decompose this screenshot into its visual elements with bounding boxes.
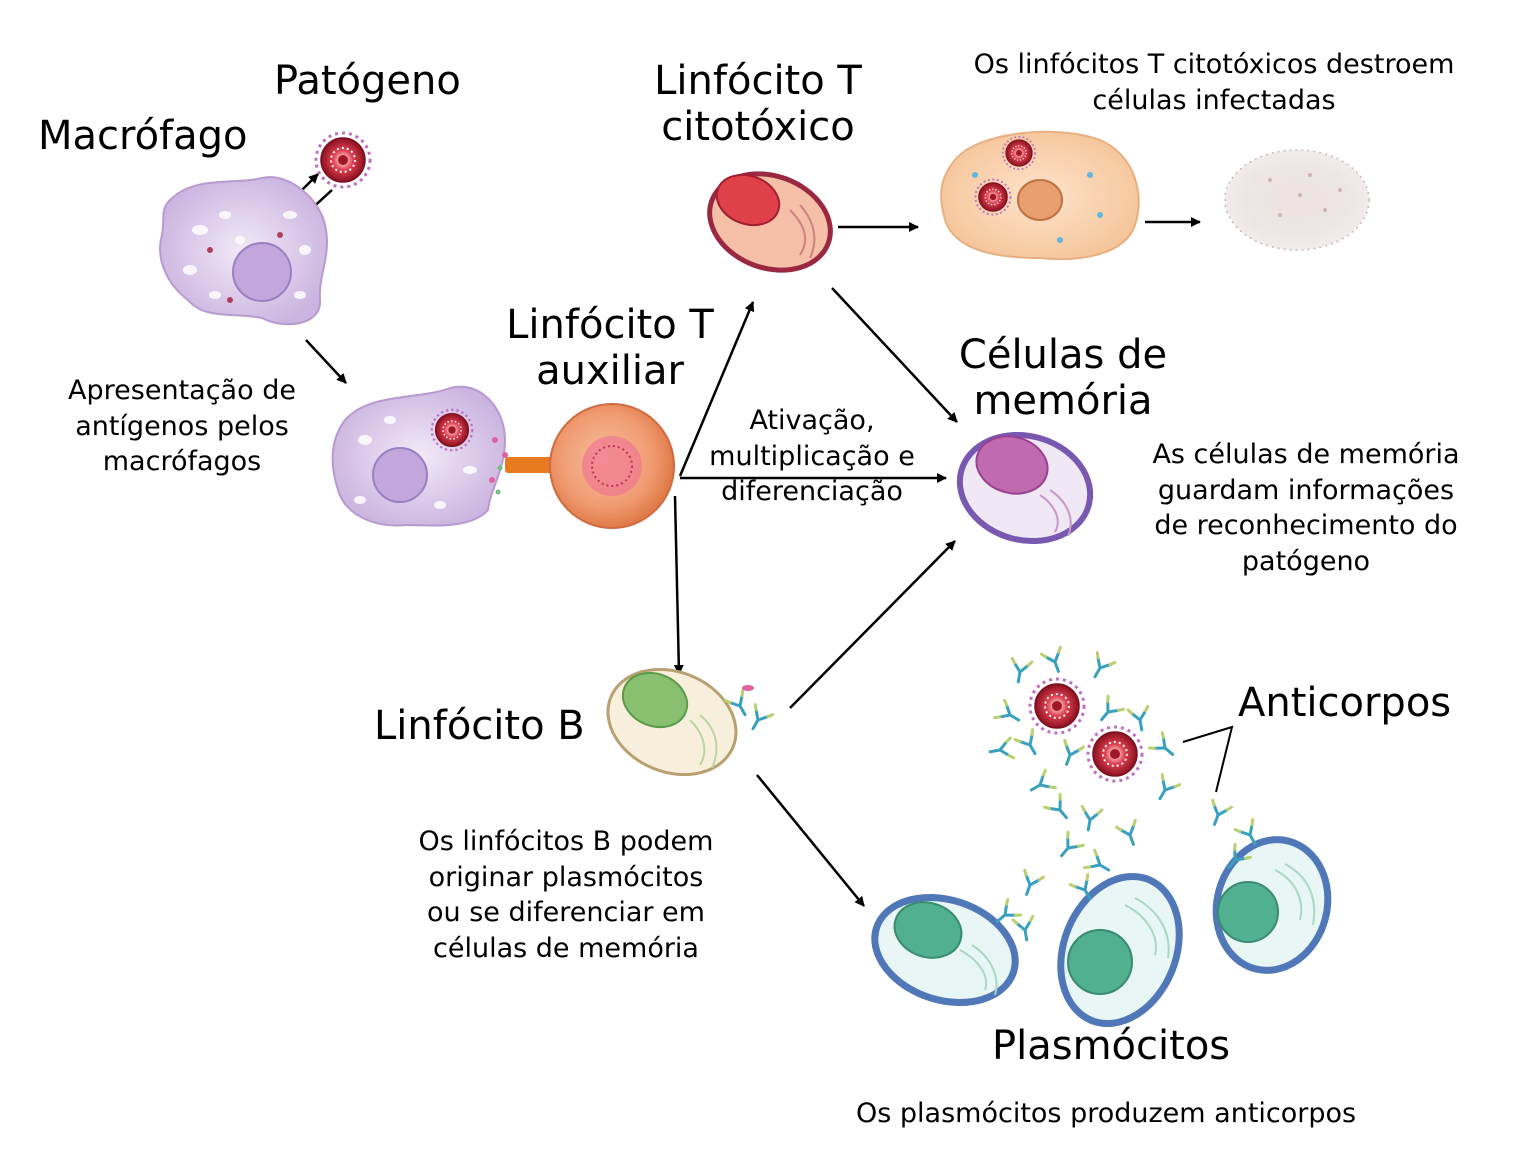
memory-cells-description: As células de memória guardam informaçõe… (1152, 439, 1460, 577)
plasma-cells-label: Plasmócitos (992, 1023, 1231, 1069)
pathogen-icon (1086, 725, 1144, 783)
t-helper-label: Linfócito T auxiliar (506, 302, 714, 394)
infected-cell (940, 130, 1140, 261)
memory-cells-label: Células de memória (958, 332, 1168, 424)
pathogen-icon (1028, 677, 1086, 735)
macrophage-label: Macrófago (38, 113, 248, 159)
t-cytotoxic-description: Os linfócitos T citotóxicos destroem cél… (973, 49, 1455, 116)
mhc-connector (505, 457, 553, 473)
pathogen-label: Patógeno (274, 58, 461, 104)
arrow-helper-to-b-cell (673, 495, 684, 675)
arrows (293, 173, 1234, 907)
plasma-cells-description: Os plasmócitos produzem anticorpos (856, 1098, 1357, 1129)
macrophage-cell (159, 176, 328, 326)
antigen-presentation-label: Apresentação de antígenos pelos macrófag… (68, 375, 296, 478)
activation-label: Ativação, multiplicação e diferenciação (709, 405, 915, 508)
destroyed-cell (1224, 149, 1370, 251)
b-lymphocyte-description: Os linfócitos B podem originar plasmócit… (418, 826, 714, 964)
b-lymphocyte-label: Linfócito B (374, 703, 585, 749)
plasma-cell-1 (871, 893, 1019, 1007)
t-helper-cell (549, 403, 675, 529)
antibodies-label: Anticorpos (1238, 680, 1452, 726)
pathogen-icon (314, 131, 372, 189)
t-cytotoxic-label: Linfócito T citotóxico (654, 58, 862, 150)
plasma-cell-2 (1057, 872, 1183, 1028)
arrow-b-cell-to-plasma (756, 774, 865, 907)
antibody-callout-lines (1182, 725, 1234, 793)
arrow-b-cell-to-memory (789, 540, 956, 709)
arrow-to-antigen-presentation (305, 339, 347, 384)
plasma-cell-3 (1212, 836, 1332, 974)
t-cytotoxic-cell (707, 171, 833, 273)
arrow-cytotoxic-to-memory (831, 287, 958, 423)
arrow-helper-to-cytotoxic (678, 301, 755, 477)
memory-cell (956, 431, 1094, 545)
b-lymphocyte-cell (606, 667, 775, 777)
antigen-presenting-macrophage (331, 385, 553, 527)
